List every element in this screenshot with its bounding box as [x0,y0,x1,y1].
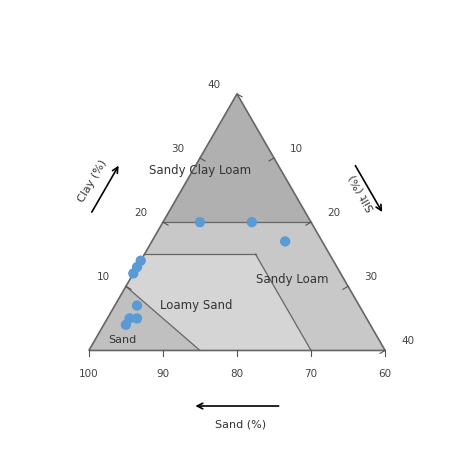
Text: Clay (%): Clay (%) [76,158,109,204]
Text: 30: 30 [171,144,184,154]
Point [129,270,137,277]
Text: 20: 20 [327,208,340,218]
Text: 80: 80 [230,369,244,379]
Point [137,257,145,264]
Point [133,263,141,271]
Text: 100: 100 [79,369,99,379]
Text: Loamy Sand: Loamy Sand [160,299,233,312]
Text: 30: 30 [364,272,377,282]
Text: 90: 90 [156,369,170,379]
Point [133,302,141,310]
Text: 70: 70 [304,369,318,379]
Text: Sandy Loam: Sandy Loam [256,273,329,286]
Point [282,237,289,245]
Point [133,315,141,322]
Polygon shape [163,94,311,222]
Point [122,321,130,328]
Text: 40: 40 [401,336,414,346]
Polygon shape [89,94,385,350]
Text: 60: 60 [379,369,392,379]
Text: 10: 10 [97,272,110,282]
Text: Sand (%): Sand (%) [215,419,266,429]
Text: Silt (%): Silt (%) [348,173,377,213]
Polygon shape [126,254,311,350]
Point [196,219,204,226]
Text: Sand: Sand [108,335,137,345]
Text: 40: 40 [208,80,221,90]
Text: 20: 20 [134,208,147,218]
Point [126,315,133,322]
Text: Sandy Clay Loam: Sandy Clay Loam [149,164,251,177]
Text: 10: 10 [290,144,303,154]
Polygon shape [89,286,200,350]
Point [248,219,255,226]
